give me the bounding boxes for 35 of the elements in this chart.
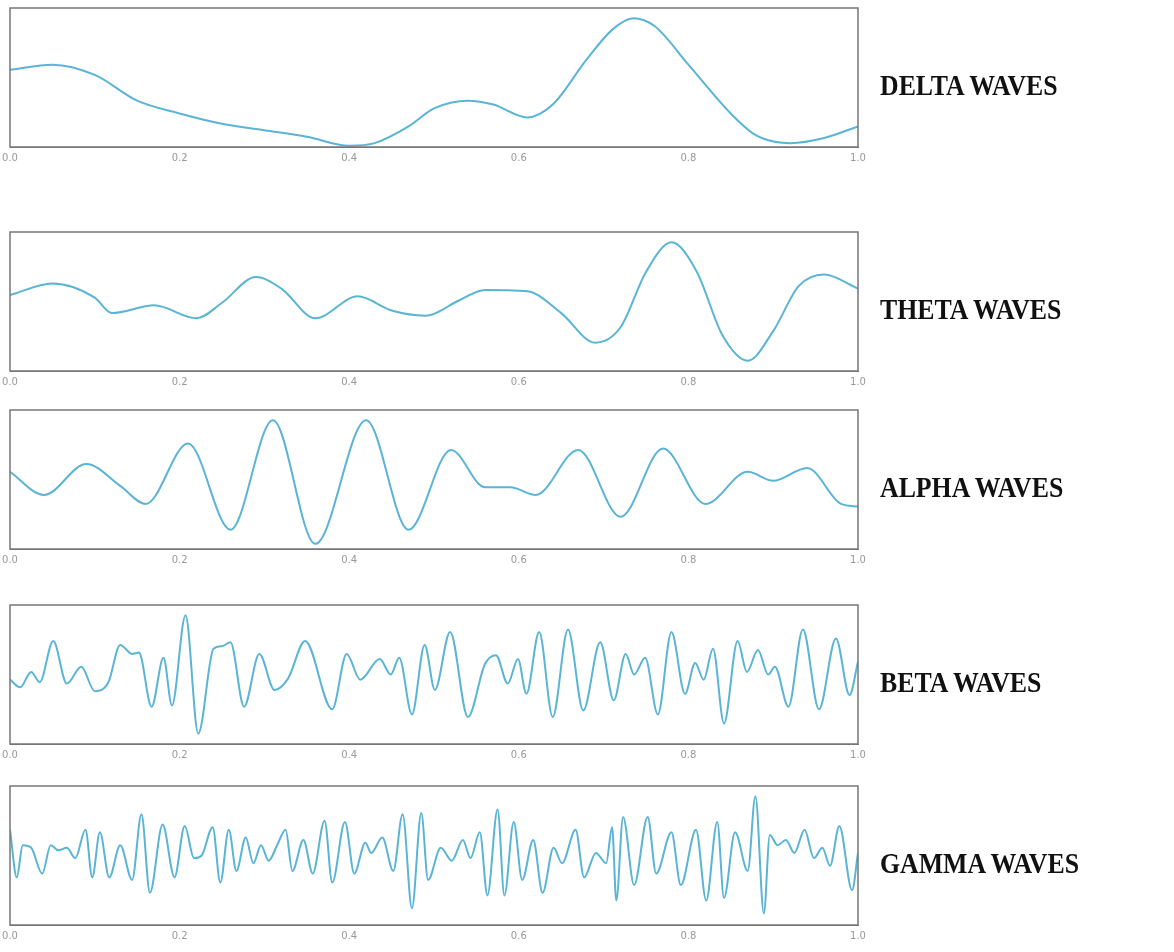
text: DELTA WAVES xyxy=(880,68,1058,102)
text: BETA WAVES xyxy=(880,665,1042,699)
x-tick-label: 1.0 xyxy=(850,375,866,387)
x-tick-label: 0.0 xyxy=(2,553,18,565)
x-tick-label: 0.2 xyxy=(171,553,188,565)
x-tick-label: 0.8 xyxy=(680,553,697,565)
text: ALPHA WAVES xyxy=(880,470,1064,504)
x-tick-label: 0.6 xyxy=(510,375,527,387)
text: THETA WAVES xyxy=(880,292,1062,326)
x-tick-label: 0.0 xyxy=(2,375,18,387)
x-tick-label: 0.4 xyxy=(341,929,358,941)
x-tick-label: 1.0 xyxy=(850,553,866,565)
x-tick-label: 1.0 xyxy=(850,929,866,941)
x-tick-label: 0.2 xyxy=(171,929,188,941)
x-tick-label: 0.0 xyxy=(2,151,18,163)
x-tick-label: 0.8 xyxy=(680,929,697,941)
x-tick-label: 0.2 xyxy=(171,748,188,760)
x-tick-label: 0.4 xyxy=(341,553,358,565)
x-tick-label: 0.4 xyxy=(341,375,358,387)
x-tick-label: 0.6 xyxy=(510,929,527,941)
x-tick-label: 0.4 xyxy=(341,151,358,163)
x-tick-label: 0.8 xyxy=(680,748,697,760)
x-tick-label: 0.0 xyxy=(2,748,18,760)
x-tick-label: 0.6 xyxy=(510,151,527,163)
x-tick-label: 0.2 xyxy=(171,375,188,387)
x-tick-label: 0.0 xyxy=(2,929,18,941)
x-tick-label: 0.8 xyxy=(680,375,697,387)
x-tick-label: 0.2 xyxy=(171,151,188,163)
x-tick-label: 1.0 xyxy=(850,151,866,163)
text: GAMMA WAVES xyxy=(880,846,1080,880)
x-tick-label: 0.8 xyxy=(680,151,697,163)
x-tick-label: 0.4 xyxy=(341,748,358,760)
x-tick-label: 0.6 xyxy=(510,553,527,565)
x-tick-label: 0.6 xyxy=(510,748,527,760)
x-tick-label: 1.0 xyxy=(850,748,866,760)
